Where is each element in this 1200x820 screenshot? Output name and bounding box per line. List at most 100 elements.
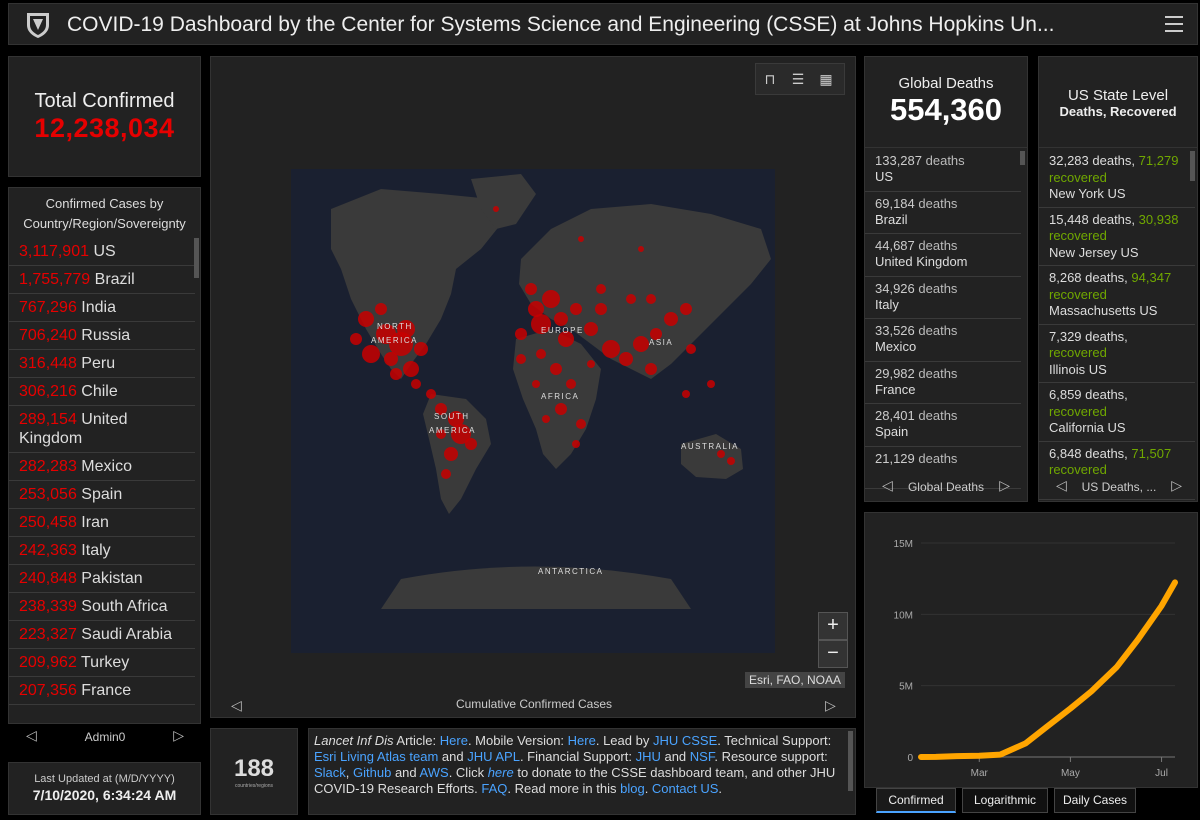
case-bubble bbox=[536, 349, 546, 359]
death-word: deaths bbox=[925, 153, 965, 168]
list-item[interactable]: 223,327 Saudi Arabia bbox=[9, 621, 195, 649]
list-item[interactable]: 207,356 France bbox=[9, 677, 195, 705]
us-state-scrollbar[interactable] bbox=[1190, 151, 1195, 181]
confirmed-by-country-panel: Confirmed Cases by Country/Region/Sovere… bbox=[8, 187, 201, 724]
country-name: Brazil bbox=[875, 211, 908, 227]
list-item[interactable]: 253,056 Spain bbox=[9, 481, 195, 509]
case-bubble bbox=[619, 352, 633, 366]
list-item[interactable]: 69,184 deaths Brazil bbox=[865, 192, 1021, 234]
info-scrollbar[interactable] bbox=[848, 731, 853, 791]
hamburger-menu-icon[interactable] bbox=[1165, 16, 1183, 37]
list-item[interactable]: 282,283 Mexico bbox=[9, 453, 195, 481]
list-item[interactable]: 8,268 deaths, 94,347 recovered Massachuset… bbox=[1039, 266, 1195, 325]
info-text: and bbox=[391, 765, 420, 780]
map-label-africa: AFRICA bbox=[541, 392, 579, 401]
case-bubble bbox=[528, 301, 544, 317]
death-word: deaths bbox=[918, 195, 958, 211]
esri-link[interactable]: Esri Living Atlas team bbox=[314, 749, 439, 764]
total-confirmed-panel: Total Confirmed 12,238,034 bbox=[8, 56, 201, 177]
zoom-out-button[interactable]: − bbox=[818, 640, 848, 668]
list-item[interactable]: 44,687 deaths United Kingdom bbox=[865, 234, 1021, 277]
case-bubbles bbox=[350, 206, 735, 479]
list-item[interactable]: 209,962 Turkey bbox=[9, 649, 195, 677]
case-bubble bbox=[717, 450, 725, 458]
contact-us-link[interactable]: Contact US bbox=[651, 781, 719, 796]
death-count: 33,526 bbox=[875, 323, 915, 338]
chevron-left-icon[interactable]: ◁ bbox=[26, 727, 37, 743]
list-item[interactable]: 29,982 deaths France bbox=[865, 362, 1021, 404]
info-text: and bbox=[660, 749, 690, 764]
tab-confirmed[interactable]: Confirmed bbox=[876, 788, 956, 813]
tab-daily-cases[interactable]: Daily Cases bbox=[1054, 788, 1136, 813]
map-label-south-america: AMERICA bbox=[429, 426, 476, 435]
github-link[interactable]: Github bbox=[353, 765, 392, 780]
mobile-version-link[interactable]: Here bbox=[567, 733, 596, 748]
chevron-right-icon[interactable]: ▷ bbox=[173, 727, 184, 743]
map-label-australia: AUSTRALIA bbox=[681, 442, 739, 451]
info-journal: Lancet Inf Dis bbox=[314, 733, 394, 748]
list-item[interactable]: 133,287 deaths US bbox=[865, 149, 1021, 192]
chevron-right-icon[interactable]: ▷ bbox=[999, 477, 1010, 493]
jhu-link[interactable]: JHU bbox=[635, 749, 661, 764]
case-bubble bbox=[444, 447, 458, 461]
pager-label: Global Deaths bbox=[907, 480, 985, 494]
bookmark-icon[interactable]: ⊓ bbox=[764, 71, 776, 87]
tab-logarithmic[interactable]: Logarithmic bbox=[962, 788, 1048, 813]
list-item[interactable]: 6,848 deaths, 71,507 recovered bbox=[1039, 442, 1195, 500]
list-item[interactable]: 33,526 deaths Mexico bbox=[865, 319, 1021, 362]
death-word: deaths bbox=[918, 280, 958, 296]
chevron-right-icon[interactable]: ▷ bbox=[825, 697, 836, 713]
case-bubble bbox=[602, 340, 620, 358]
landmass-greenland bbox=[471, 174, 536, 229]
confirmed-count: 238,339 bbox=[19, 598, 77, 615]
chevron-left-icon[interactable]: ◁ bbox=[231, 697, 242, 713]
legend-list-icon[interactable]: ☰ bbox=[791, 71, 805, 87]
list-item[interactable]: 706,240 Russia bbox=[9, 322, 195, 350]
list-item[interactable]: 1,755,779 Brazil bbox=[9, 266, 195, 294]
jhu-apl-link[interactable]: JHU APL bbox=[467, 749, 520, 764]
list-item[interactable]: 6,859 deaths, recovered California US bbox=[1039, 383, 1195, 442]
case-bubble bbox=[397, 320, 415, 338]
death-count: 29,982 bbox=[875, 365, 915, 381]
list-item[interactable]: 7,329 deaths, recovered Illinois US bbox=[1039, 325, 1195, 383]
article-link[interactable]: Here bbox=[439, 733, 468, 748]
list-item[interactable]: 238,339 South Africa bbox=[9, 593, 195, 621]
chevron-right-icon[interactable]: ▷ bbox=[1171, 477, 1182, 493]
info-text: . Lead by bbox=[595, 733, 653, 748]
list-item[interactable]: 289,154 United Kingdom bbox=[9, 406, 195, 453]
list-item[interactable]: 767,296 India bbox=[9, 294, 195, 322]
cases-chart-panel: 0 5M 10M 15M Mar May Jul bbox=[864, 512, 1198, 788]
chevron-left-icon[interactable]: ◁ bbox=[882, 477, 893, 493]
jhu-csse-link[interactable]: JHU CSSE bbox=[652, 733, 718, 748]
list-item[interactable]: 15,448 deaths, 30,938 recovered New Jersey… bbox=[1039, 208, 1195, 266]
country-list-scrollbar[interactable] bbox=[194, 238, 199, 278]
list-item[interactable]: 316,448 Peru bbox=[9, 350, 195, 378]
list-item[interactable]: 34,926 deaths Italy bbox=[865, 277, 1021, 319]
list-item[interactable]: 21,129 deaths bbox=[865, 447, 1021, 489]
list-item[interactable]: 250,458 Iran bbox=[9, 509, 195, 537]
case-bubble bbox=[550, 363, 562, 375]
global-deaths-scrollbar[interactable] bbox=[1020, 151, 1025, 165]
list-item[interactable]: 242,363 Italy bbox=[9, 537, 195, 565]
country-name: Brazil bbox=[94, 271, 135, 288]
faq-link[interactable]: FAQ bbox=[481, 781, 508, 796]
us-state-panel: US State Level Deaths, Recovered 32,283 … bbox=[1038, 56, 1198, 502]
zoom-in-button[interactable]: + bbox=[818, 612, 848, 640]
aws-link[interactable]: AWS bbox=[419, 765, 449, 780]
donate-link[interactable]: here bbox=[487, 765, 514, 780]
landmass-north-america bbox=[331, 189, 501, 379]
list-item[interactable]: 28,401 deaths Spain bbox=[865, 404, 1021, 447]
list-item[interactable]: 306,216 Chile bbox=[9, 378, 195, 406]
confirmed-count: 223,327 bbox=[19, 626, 77, 643]
chevron-left-icon[interactable]: ◁ bbox=[1056, 477, 1067, 493]
blog-link[interactable]: blog bbox=[620, 781, 645, 796]
list-item[interactable]: 32,283 deaths, 71,279 recovered New York U… bbox=[1039, 149, 1195, 208]
basemap-gallery-icon[interactable]: ▦ bbox=[819, 71, 833, 87]
case-bubble bbox=[646, 294, 656, 304]
slack-link[interactable]: Slack bbox=[314, 765, 346, 780]
map-attribution: Esri, FAO, NOAA bbox=[745, 672, 846, 688]
list-item[interactable]: 240,848 Pakistan bbox=[9, 565, 195, 593]
world-map[interactable]: NORTH AMERICA EUROPE ASIA AFRICA SOUTH A… bbox=[291, 169, 775, 653]
nsf-link[interactable]: NSF bbox=[689, 749, 715, 764]
list-item[interactable]: 3,117,901 US bbox=[9, 238, 195, 266]
